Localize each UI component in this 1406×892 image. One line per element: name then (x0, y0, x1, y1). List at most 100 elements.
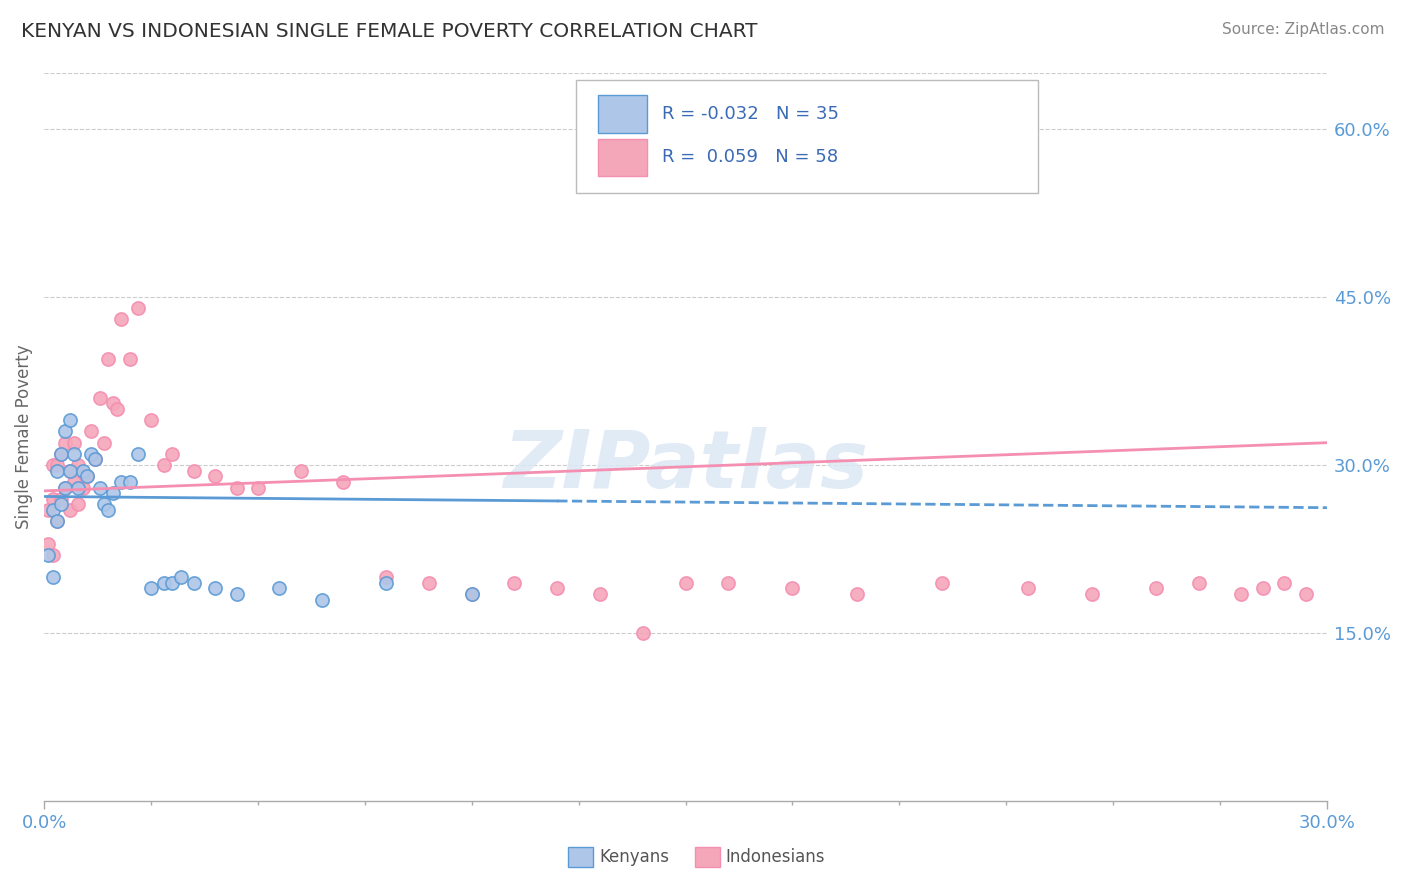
Point (1230, 587, 1253, 601)
Point (1295, 587, 1317, 601)
Point (55, 435, 77, 450)
Point (51, 447, 73, 461)
Point (153, 458, 176, 472)
Point (59, 413, 82, 427)
Point (89, 391, 111, 405)
Point (461, 587, 484, 601)
Point (101, 486, 124, 500)
Point (375, 570, 398, 584)
Point (170, 570, 193, 584)
Point (51, 497, 73, 511)
Point (225, 481, 247, 495)
Point (717, 575, 740, 590)
Point (139, 582, 162, 596)
Point (72, 481, 94, 495)
Point (101, 396, 124, 410)
Point (1188, 575, 1211, 590)
Point (41, 503, 63, 517)
Point (93, 497, 115, 511)
Point (59, 464, 82, 478)
Point (118, 475, 141, 489)
Point (1251, 582, 1274, 596)
FancyBboxPatch shape (576, 80, 1038, 194)
Point (67, 481, 90, 495)
Point (118, 351, 141, 366)
Text: Kenyans: Kenyans (599, 848, 669, 866)
Point (76, 469, 98, 483)
Point (546, 582, 568, 596)
Point (589, 587, 612, 601)
Point (204, 469, 226, 483)
Point (41, 570, 63, 584)
Point (375, 575, 398, 590)
Point (37, 548, 59, 562)
Point (246, 481, 269, 495)
Point (93, 435, 115, 450)
Point (84, 452, 107, 467)
Text: R =  0.059   N = 58: R = 0.059 N = 58 (662, 148, 838, 167)
Text: KENYAN VS INDONESIAN SINGLE FEMALE POVERTY CORRELATION CHART: KENYAN VS INDONESIAN SINGLE FEMALE POVER… (21, 22, 758, 41)
Point (55, 481, 77, 495)
Point (162, 447, 184, 461)
Point (139, 413, 162, 427)
Point (63, 447, 86, 461)
Point (675, 575, 697, 590)
Point (51, 491, 73, 506)
Point (37, 536, 59, 550)
Point (183, 464, 205, 478)
Point (461, 587, 484, 601)
Point (80, 425, 103, 439)
Point (1080, 587, 1102, 601)
Point (183, 575, 205, 590)
Point (45, 458, 67, 472)
Point (332, 475, 354, 489)
Text: Source: ZipAtlas.com: Source: ZipAtlas.com (1222, 22, 1385, 37)
Point (1144, 582, 1167, 596)
Point (931, 575, 953, 590)
Point (45, 514, 67, 528)
Bar (599, 95, 647, 133)
Point (110, 475, 132, 489)
Point (41, 458, 63, 472)
Point (127, 447, 149, 461)
Point (45, 514, 67, 528)
Point (782, 582, 804, 596)
Point (269, 582, 291, 596)
Text: ZIPatlas: ZIPatlas (503, 427, 868, 505)
Point (67, 497, 90, 511)
Point (110, 312, 132, 326)
Point (63, 475, 86, 489)
Bar (599, 138, 647, 177)
Point (84, 452, 107, 467)
Point (845, 587, 868, 601)
Point (1272, 575, 1295, 590)
Point (153, 575, 176, 590)
Point (127, 301, 149, 316)
Point (1017, 582, 1039, 596)
Point (97, 351, 120, 366)
Point (418, 575, 440, 590)
Point (55, 425, 77, 439)
Text: Indonesians: Indonesians (725, 848, 825, 866)
Point (76, 469, 98, 483)
Point (45, 464, 67, 478)
Y-axis label: Single Female Poverty: Single Female Poverty (15, 345, 32, 530)
Point (51, 447, 73, 461)
Point (290, 464, 312, 478)
Text: R = -0.032   N = 35: R = -0.032 N = 35 (662, 104, 839, 123)
Point (72, 464, 94, 478)
Point (631, 626, 654, 640)
Point (311, 592, 333, 607)
Point (59, 503, 82, 517)
Point (59, 464, 82, 478)
Point (162, 575, 184, 590)
Point (89, 481, 111, 495)
Point (41, 491, 63, 506)
Point (204, 582, 226, 596)
Point (41, 548, 63, 562)
Point (97, 503, 120, 517)
Point (37, 503, 59, 517)
Point (80, 447, 103, 461)
Point (63, 435, 86, 450)
Point (105, 402, 128, 417)
